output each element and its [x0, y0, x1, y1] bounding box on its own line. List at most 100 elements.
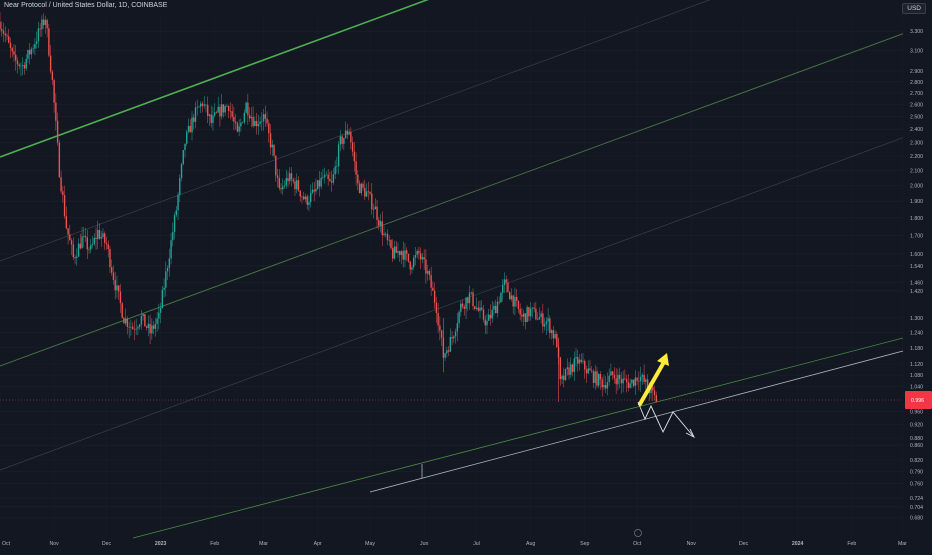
candle-body [119, 291, 122, 304]
candle [268, 119, 270, 143]
candle-body [594, 371, 596, 383]
candle-body [453, 336, 455, 339]
candle [444, 352, 446, 361]
candle-body [217, 106, 219, 113]
price-tick-label: 3.300 [910, 29, 923, 35]
candle [385, 232, 387, 238]
candle [46, 18, 48, 38]
candle [20, 62, 22, 77]
candle [531, 307, 534, 318]
candle [308, 195, 310, 212]
candle-body [568, 367, 570, 375]
forecast-arrow-up [638, 360, 666, 406]
candle [49, 44, 52, 74]
candle-body [533, 307, 535, 309]
candle-body [186, 131, 188, 144]
candle [496, 296, 499, 318]
candle [44, 15, 47, 34]
price-tick-label: 1.900 [910, 199, 923, 205]
candle-body [290, 173, 293, 180]
candle-body [507, 282, 509, 293]
candle [104, 231, 106, 250]
candle-body [447, 350, 450, 352]
candles [0, 12, 658, 403]
candle-body [203, 104, 205, 106]
candle-body [343, 138, 345, 144]
candle-body [241, 122, 244, 123]
candle [618, 367, 621, 389]
candle [491, 300, 493, 323]
candle-body [631, 379, 633, 384]
candle-body [437, 312, 439, 326]
candle-body [79, 243, 81, 249]
candle-body [529, 308, 532, 317]
candle-body [48, 28, 50, 56]
candle [528, 306, 530, 322]
candle [243, 109, 246, 125]
candle-body [327, 174, 329, 180]
candle-body [287, 178, 289, 182]
candle [145, 325, 148, 331]
candle-body [285, 178, 287, 186]
candle-body [316, 180, 319, 189]
candle [42, 13, 45, 29]
candle-body [552, 330, 555, 339]
candle [35, 31, 38, 49]
candle [65, 206, 68, 230]
candle-body [348, 131, 350, 135]
candle [72, 237, 75, 260]
candle [109, 245, 111, 274]
candle [412, 255, 415, 270]
candle [180, 162, 183, 182]
candle [374, 198, 376, 210]
candle [498, 296, 500, 305]
candle [584, 359, 586, 379]
candle-body [289, 173, 291, 182]
candle [535, 301, 537, 321]
candle-body [374, 206, 376, 210]
price-tick-label: 1.120 [910, 362, 923, 368]
candle-body [62, 191, 64, 196]
candle-body [620, 379, 623, 384]
candle [135, 318, 137, 335]
candle [395, 241, 397, 253]
price-axis: 3.300 3.100 2.900 2.800 2.700 2.600 2.500 2.400… [910, 29, 923, 521]
candle [580, 353, 582, 364]
candle-body [275, 155, 277, 176]
candle-body [406, 250, 408, 254]
price-tick-label: 2.900 [910, 69, 923, 75]
candle [283, 180, 286, 190]
candle [83, 226, 85, 248]
candle [114, 271, 116, 300]
candle [393, 240, 396, 260]
candle-body [194, 107, 197, 122]
candle-body [255, 120, 258, 127]
candle [231, 103, 233, 122]
candle [578, 354, 581, 371]
candle [240, 118, 242, 132]
candle-body [418, 251, 420, 254]
candle-body [372, 209, 375, 210]
candle-body [465, 297, 467, 309]
forecast-arrow-head [657, 353, 669, 366]
candle-body [301, 196, 303, 198]
candle-body [613, 374, 616, 379]
currency-button[interactable]: USD [902, 3, 926, 14]
candle-body [367, 191, 370, 193]
candle-body [191, 117, 193, 133]
candle-body [599, 373, 602, 380]
candle [262, 108, 265, 131]
candle [198, 105, 200, 108]
candle [4, 26, 6, 43]
candle [130, 319, 132, 336]
candle [512, 295, 514, 315]
candle [552, 325, 555, 345]
candle-body [320, 177, 322, 187]
time-tick-label: May [365, 541, 375, 547]
candle-body [273, 144, 275, 156]
candle-body [28, 49, 31, 55]
candle [563, 367, 565, 388]
candle-body [400, 251, 403, 256]
